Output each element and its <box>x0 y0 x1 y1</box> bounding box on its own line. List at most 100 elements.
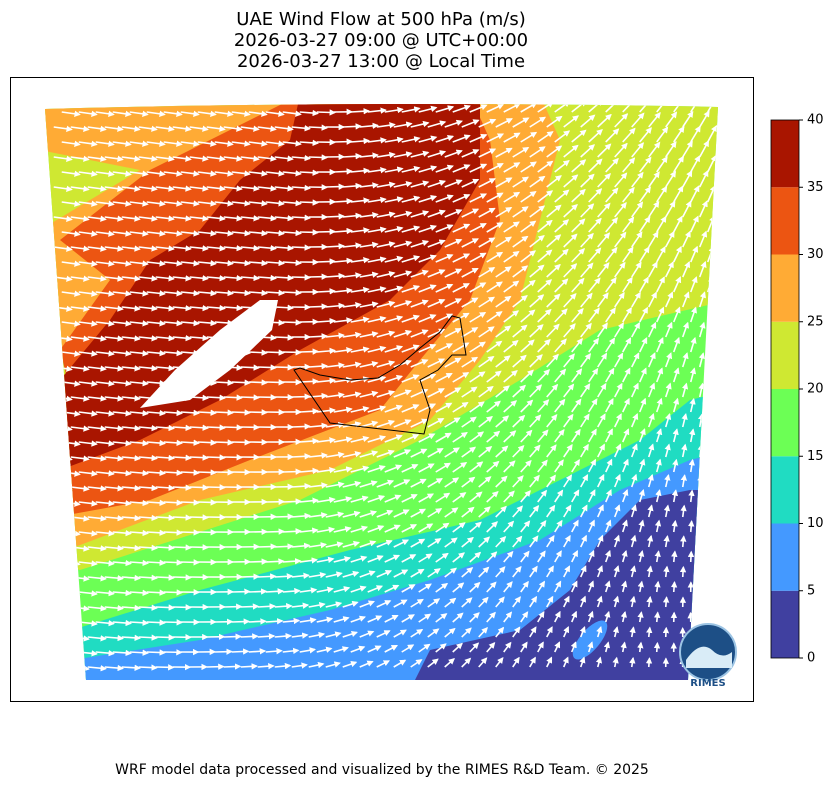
wind-arrow <box>410 120 430 128</box>
wind-arrow <box>274 364 295 371</box>
wind-arrow <box>180 230 200 237</box>
wind-arrow <box>376 479 395 488</box>
wind-arrow <box>248 349 268 356</box>
wind-arrow <box>197 319 217 327</box>
wind-arrow <box>214 409 234 416</box>
wind-arrow <box>689 276 698 293</box>
wind-arrow <box>655 428 663 443</box>
wind-arrow <box>70 185 90 192</box>
wind-arrow <box>197 200 217 207</box>
wind-arrow <box>546 204 562 218</box>
wind-arrow <box>78 290 98 297</box>
wind-arrow <box>367 405 387 413</box>
wind-arrow <box>248 558 269 565</box>
wind-arrow <box>715 321 718 338</box>
wind-arrow <box>129 350 149 357</box>
wind-arrow <box>537 459 548 473</box>
wind-arrow <box>308 154 329 161</box>
wind-arrow <box>325 451 345 459</box>
wind-arrow <box>53 125 73 132</box>
wind-arrow <box>359 182 379 189</box>
wind-arrow <box>53 485 73 492</box>
wind-arrow <box>444 209 463 218</box>
wind-arrow <box>155 335 175 342</box>
colorbar-segment <box>771 523 799 591</box>
wind-arrow <box>614 172 628 188</box>
wind-arrow <box>588 158 603 173</box>
wind-arrow <box>163 290 183 297</box>
wind-arrow <box>605 277 617 293</box>
colorbar-tick-label: 10 <box>807 516 824 531</box>
wind-arrow <box>529 146 546 158</box>
wind-arrow <box>461 356 479 368</box>
wind-arrow <box>622 246 634 263</box>
wind-arrow <box>333 347 353 354</box>
wind-arrow <box>138 125 158 132</box>
wind-arrow <box>520 220 537 233</box>
wind-arrow <box>138 664 158 671</box>
wind-arrow <box>333 496 353 503</box>
wind-arrow <box>367 226 387 233</box>
wind-arrow <box>189 304 209 312</box>
wind-arrow <box>393 121 413 128</box>
wind-arrow <box>713 474 718 488</box>
wind-arrow <box>682 140 693 158</box>
wind-arrow <box>257 364 277 371</box>
wind-arrow <box>53 185 73 192</box>
wind-arrow <box>653 641 661 653</box>
wind-arrow <box>299 467 319 475</box>
wind-arrow <box>350 108 370 115</box>
wind-arrow <box>376 300 396 308</box>
wind-arrow <box>393 300 413 308</box>
wind-arrow <box>189 155 209 162</box>
wind-arrow <box>452 492 467 503</box>
wind-arrow <box>214 259 234 267</box>
wind-arrow <box>469 401 485 413</box>
wind-arrow <box>112 200 132 207</box>
wind-arrow <box>520 399 534 413</box>
wind-arrow <box>112 470 132 477</box>
wind-arrow <box>656 185 668 203</box>
wind-arrow <box>240 185 260 192</box>
wind-arrow <box>342 212 362 219</box>
wind-arrow <box>597 413 606 428</box>
wind-arrow <box>401 165 421 173</box>
wind-arrow <box>265 588 285 595</box>
wind-arrow <box>665 200 676 218</box>
wind-arrow <box>61 620 81 627</box>
wind-arrow <box>529 384 543 398</box>
wind-arrow <box>427 179 447 188</box>
wind-arrow <box>163 589 184 596</box>
wind-arrow <box>503 400 518 413</box>
wind-arrow <box>248 170 268 177</box>
wind-arrow <box>706 306 714 323</box>
wind-arrow <box>716 110 718 128</box>
wind-arrow <box>512 354 527 368</box>
wind-arrow <box>95 290 115 297</box>
wind-arrow <box>554 130 571 143</box>
wind-arrow <box>682 110 694 128</box>
wind-arrow <box>104 365 124 372</box>
wind-arrow <box>461 446 477 458</box>
wind-arrow <box>342 272 362 279</box>
band-35-40 <box>60 103 480 470</box>
wind-arrow <box>342 182 362 190</box>
wind-arrow <box>537 279 553 293</box>
wind-arrow <box>342 123 362 130</box>
wind-arrow <box>138 604 158 611</box>
colorbar-segment <box>771 187 799 255</box>
wind-arrow <box>495 266 512 278</box>
wind-arrow <box>622 157 636 173</box>
wind-arrow <box>214 170 234 177</box>
wind-arrow <box>461 149 480 158</box>
wind-arrow <box>189 484 209 491</box>
wind-arrow <box>478 267 496 278</box>
wind-arrow <box>146 290 166 297</box>
wind-arrow <box>53 605 73 612</box>
wind-arrow <box>367 137 387 144</box>
wind-arrow <box>689 367 697 383</box>
wind-arrow <box>180 290 200 297</box>
wind-arrow <box>95 350 115 357</box>
wind-arrow <box>714 443 718 458</box>
wind-arrow <box>725 247 730 262</box>
